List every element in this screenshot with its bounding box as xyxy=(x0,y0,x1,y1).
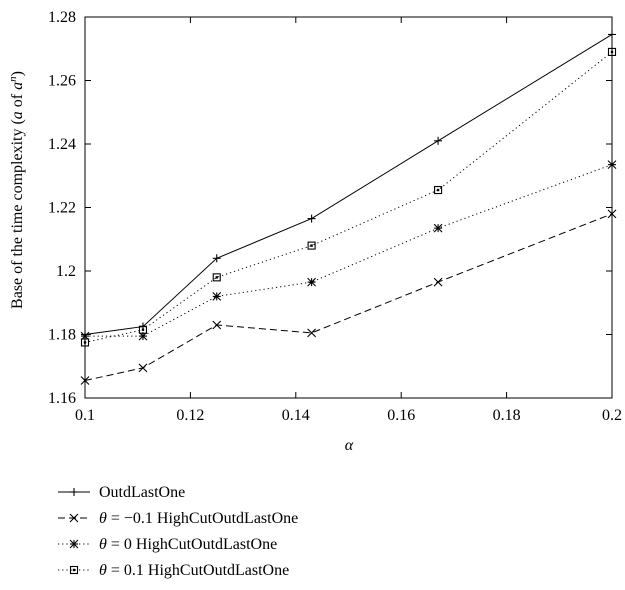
data-point xyxy=(307,214,316,223)
plot-area: 0.1 0.12 0.14 0.16 0.18 0.2 1.16 1.18 1.2 1.22 1.2… xyxy=(48,9,622,424)
data-point xyxy=(307,277,316,287)
y-tick-label: 1.18 xyxy=(48,327,76,344)
series-group xyxy=(80,47,617,347)
x-tick-label: 0.1 xyxy=(75,407,95,424)
data-point xyxy=(138,325,148,334)
x-tick-label: 0.18 xyxy=(493,407,521,424)
data-point xyxy=(434,136,443,145)
data-point xyxy=(307,328,316,338)
data-point xyxy=(607,47,617,56)
legend-label: OutdLastOne xyxy=(99,484,185,501)
series-line xyxy=(85,164,613,337)
data-point xyxy=(433,277,443,287)
legend-marker xyxy=(70,488,78,496)
y-tick-label: 1.16 xyxy=(48,390,76,407)
series-line xyxy=(84,213,613,382)
x-tick-label: 0.12 xyxy=(176,407,204,424)
x-axis-label: α xyxy=(345,437,354,454)
y-tick-label: 1.26 xyxy=(48,73,76,90)
data-point xyxy=(212,254,221,263)
legend-entry: θ = −0.1 HighCutOutdLastOne xyxy=(58,510,298,527)
legend: OutdLastOne θ = −0.1 HighCutOutdLastOne … xyxy=(58,484,298,579)
series-group xyxy=(80,209,617,385)
data-point xyxy=(607,160,617,170)
y-tick-label: 1.22 xyxy=(48,200,76,217)
y-tick-label: 1.24 xyxy=(48,136,76,153)
data-point xyxy=(80,338,90,347)
legend-label: θ = −0.1 HighCutOutdLastOne xyxy=(99,510,298,527)
y-tick-label: 1.2 xyxy=(56,263,76,280)
y-axis-label: Base of the time complexity (a of an) xyxy=(7,71,26,309)
data-point xyxy=(608,30,616,39)
x-tick-label: 0.14 xyxy=(282,407,310,424)
x-tick-label: 0.16 xyxy=(387,407,415,424)
series-line xyxy=(84,34,613,335)
data-point xyxy=(212,273,221,282)
series-line xyxy=(84,51,613,343)
legend-marker xyxy=(69,513,79,523)
legend-marker xyxy=(69,565,79,575)
data-point xyxy=(434,185,443,195)
data-point xyxy=(307,241,316,250)
data-point xyxy=(433,223,443,233)
legend-label: θ = 0 HighCutOutdLastOne xyxy=(99,536,277,553)
data-point xyxy=(80,376,90,385)
legend-entry: θ = 0.1 HighCutOutdLastOne xyxy=(58,562,289,579)
series-group xyxy=(80,160,617,341)
legend-entry: OutdLastOne xyxy=(58,484,185,501)
data-point xyxy=(138,363,148,373)
legend-marker xyxy=(69,539,79,549)
series-group xyxy=(81,30,616,339)
y-tick-label: 1.28 xyxy=(48,9,76,26)
data-point xyxy=(212,292,222,301)
data-point xyxy=(212,320,222,330)
legend-label: θ = 0.1 HighCutOutdLastOne xyxy=(99,562,289,579)
legend-entry: θ = 0 HighCutOutdLastOne xyxy=(58,536,277,553)
plot-frame xyxy=(84,16,613,399)
data-point xyxy=(607,209,617,219)
x-tick-label: 0.2 xyxy=(602,407,622,424)
